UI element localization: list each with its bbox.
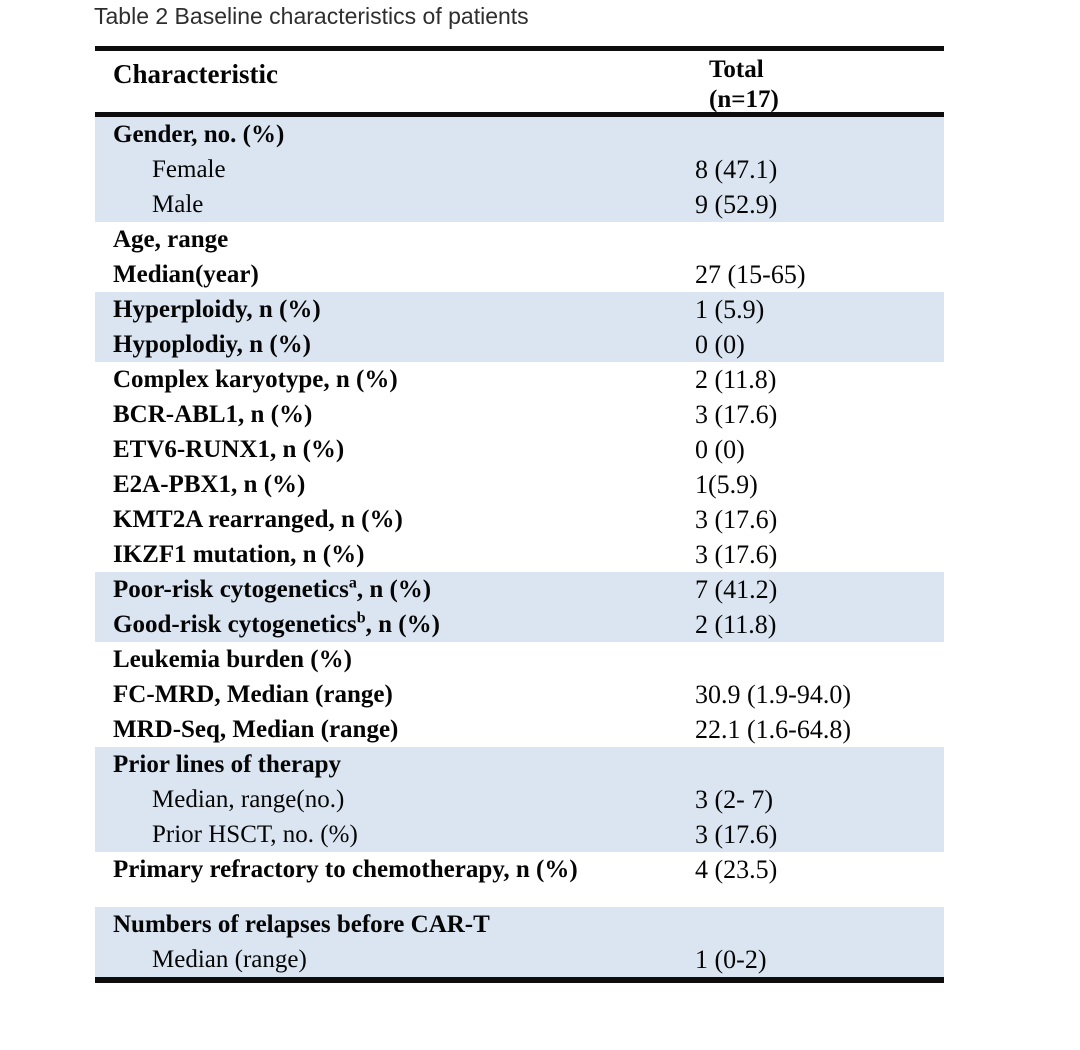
table-row: Median, range(no.) 3 (2- 7) (95, 782, 944, 817)
value-cell: 3 (17.6) (695, 540, 778, 569)
table-row: BCR-ABL1, n (%) 3 (17.6) (95, 397, 944, 432)
value-cell: 4 (23.5) (695, 855, 778, 884)
footnote-marker: a (348, 574, 357, 592)
table-row: Numbers of relapses before CAR-T (95, 907, 944, 942)
characteristic-cell: Age, range (113, 226, 229, 253)
table-row: KMT2A rearranged, n (%) 3 (17.6) (95, 502, 944, 537)
value-cell: 1(5.9) (695, 470, 758, 499)
value-cell: 7 (41.2) (695, 575, 778, 604)
header-total-line1: Total (709, 56, 764, 83)
table-row: Prior lines of therapy (95, 747, 944, 782)
value-cell: 3 (17.6) (695, 820, 778, 849)
value-cell: 2 (11.8) (695, 365, 777, 394)
table-row: E2A-PBX1, n (%) 1(5.9) (95, 467, 944, 502)
table-row: Poor-risk cytogeneticsa, n (%) 7 (41.2) (95, 572, 944, 607)
table-row: FC-MRD, Median (range) 30.9 (1.9-94.0) (95, 677, 944, 712)
table-row: Leukemia burden (%) (95, 642, 944, 677)
characteristic-cell: Median (range) (152, 946, 307, 973)
characteristic-cell: Hypoplodiy, n (%) (113, 331, 311, 358)
baseline-characteristics-table: Characteristic Total (n=17) Gender, no. … (95, 46, 944, 983)
value-cell: 1 (5.9) (695, 295, 765, 324)
characteristic-cell: MRD-Seq, Median (range) (113, 716, 399, 743)
characteristic-cell: Poor-risk cytogeneticsa, n (%) (113, 574, 432, 603)
table-row: Gender, no. (%) (95, 117, 944, 152)
table-row: Median(year) 27 (15-65) (95, 257, 944, 292)
characteristic-cell: BCR-ABL1, n (%) (113, 401, 313, 428)
characteristic-cell: Female (152, 156, 226, 183)
characteristic-cell: Male (152, 191, 204, 218)
characteristic-cell: KMT2A rearranged, n (%) (113, 506, 403, 533)
table-row: Age, range (95, 222, 944, 257)
value-cell: 3 (17.6) (695, 505, 778, 534)
characteristic-cell: Complex karyotype, n (%) (113, 366, 398, 393)
table-body: Gender, no. (%) Female 8 (47.1) Male 9 (52.9… (95, 117, 944, 977)
characteristic-cell: Numbers of relapses before CAR-T (113, 911, 490, 938)
characteristic-cell: Prior lines of therapy (113, 751, 341, 778)
characteristic-cell: Leukemia burden (%) (113, 646, 352, 673)
table-row: Complex karyotype, n (%) 2 (11.8) (95, 362, 944, 397)
header-total: Total (n=17) (695, 51, 944, 113)
table-header-row: Characteristic Total (n=17) (95, 51, 944, 117)
characteristic-cell: Primary refractory to chemotherapy, n (%… (113, 856, 578, 883)
value-cell: 30.9 (1.9-94.0) (695, 680, 851, 709)
section-spacer (95, 887, 944, 907)
characteristic-cell: Median, range(no.) (152, 786, 345, 813)
characteristic-cell: ETV6-RUNX1, n (%) (113, 436, 345, 463)
characteristic-cell: Good-risk cytogeneticsb, n (%) (113, 609, 440, 638)
value-cell: 27 (15-65) (695, 260, 806, 289)
value-cell: 8 (47.1) (695, 155, 778, 184)
characteristic-cell: Gender, no. (%) (113, 121, 285, 148)
header-total-line2: (n=17) (709, 86, 779, 113)
value-cell: 2 (11.8) (695, 610, 777, 639)
characteristic-cell: E2A-PBX1, n (%) (113, 471, 306, 498)
value-cell: 3 (17.6) (695, 400, 778, 429)
table-row: MRD-Seq, Median (range) 22.1 (1.6-64.8) (95, 712, 944, 747)
table-row: IKZF1 mutation, n (%) 3 (17.6) (95, 537, 944, 572)
characteristic-cell: Hyperploidy, n (%) (113, 296, 321, 323)
footnote-marker: b (356, 609, 366, 627)
table-caption: Table 2 Baseline characteristics of pati… (94, 3, 529, 29)
table-row: Hypoplodiy, n (%) 0 (0) (95, 327, 944, 362)
characteristic-cell: Prior HSCT, no. (%) (152, 821, 358, 848)
header-characteristic: Characteristic (113, 59, 278, 89)
table-row: ETV6-RUNX1, n (%) 0 (0) (95, 432, 944, 467)
table-row: Primary refractory to chemotherapy, n (%… (95, 852, 944, 887)
table-row: Median (range) 1 (0-2) (95, 942, 944, 977)
table-row: Prior HSCT, no. (%) 3 (17.6) (95, 817, 944, 852)
table-row: Good-risk cytogeneticsb, n (%) 2 (11.8) (95, 607, 944, 642)
value-cell: 1 (0-2) (695, 945, 767, 974)
value-cell: 22.1 (1.6-64.8) (695, 715, 851, 744)
value-cell: 9 (52.9) (695, 190, 778, 219)
table-row: Hyperploidy, n (%) 1 (5.9) (95, 292, 944, 327)
table-row: Female 8 (47.1) (95, 152, 944, 187)
table-row: Male 9 (52.9) (95, 187, 944, 222)
characteristic-cell: IKZF1 mutation, n (%) (113, 541, 365, 568)
value-cell: 0 (0) (695, 435, 745, 464)
value-cell: 3 (2- 7) (695, 785, 773, 814)
characteristic-cell: Median(year) (113, 261, 259, 288)
value-cell: 0 (0) (695, 330, 745, 359)
characteristic-cell: FC-MRD, Median (range) (113, 681, 393, 708)
